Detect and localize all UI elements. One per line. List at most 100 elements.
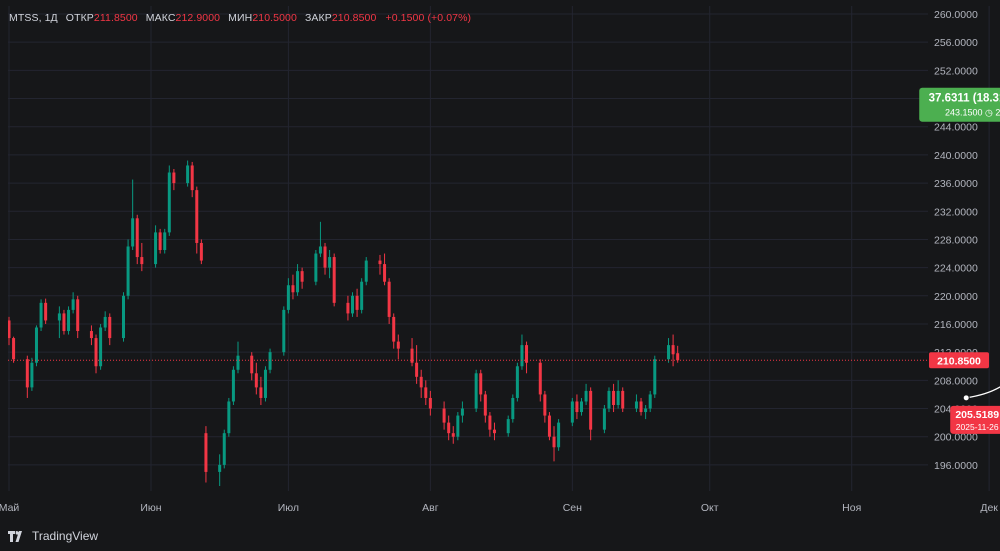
candle-body bbox=[387, 281, 391, 317]
candle-body bbox=[300, 271, 304, 282]
candle-body bbox=[259, 387, 263, 398]
candle-body bbox=[103, 316, 107, 328]
y-tick-label: 196.0000 bbox=[934, 460, 978, 472]
candle-body bbox=[34, 327, 38, 363]
candle-body bbox=[154, 232, 158, 265]
candle-body bbox=[667, 345, 671, 360]
y-tick-label: 224.0000 bbox=[934, 263, 978, 275]
y-tick-label: 208.0000 bbox=[934, 375, 978, 387]
candle-body bbox=[580, 401, 583, 413]
candle-body bbox=[538, 362, 542, 395]
candle-body bbox=[268, 352, 272, 370]
low-value: 210.5000 bbox=[252, 12, 297, 24]
candle-body bbox=[263, 369, 267, 398]
candle-body bbox=[547, 415, 551, 437]
candle-body bbox=[602, 408, 606, 430]
candles-group bbox=[8, 160, 680, 487]
candle-body bbox=[122, 295, 125, 339]
forecast-start-date: 2025-11-26 bbox=[956, 422, 999, 432]
candle-body bbox=[158, 232, 162, 251]
candle-body bbox=[360, 281, 364, 310]
y-tick-label: 260.0000 bbox=[934, 9, 978, 21]
forecast-end-callout bbox=[919, 87, 1000, 122]
candle-body bbox=[515, 366, 519, 398]
change-value: +0.1500 (+0.07%) bbox=[385, 12, 472, 24]
candle-body bbox=[648, 394, 652, 409]
candle-body bbox=[589, 390, 593, 430]
candle-body bbox=[314, 253, 318, 282]
candle-body bbox=[355, 295, 359, 310]
candle-body bbox=[94, 338, 98, 367]
candle-body bbox=[351, 295, 354, 314]
candle-body bbox=[282, 309, 286, 353]
candle-body bbox=[62, 313, 66, 332]
candle-body bbox=[525, 345, 529, 363]
x-tick-label: Сен bbox=[563, 502, 582, 514]
tradingview-branding[interactable]: TradingView bbox=[8, 527, 98, 545]
candle-body bbox=[44, 302, 48, 321]
candle-body bbox=[410, 348, 414, 363]
candle-body bbox=[346, 302, 350, 314]
candle-body bbox=[552, 436, 556, 448]
candle-body bbox=[456, 415, 460, 437]
candle-body bbox=[557, 422, 561, 448]
open-label: ОТКР bbox=[65, 12, 94, 24]
open-value: 211.8500 bbox=[93, 12, 138, 24]
candle-body bbox=[419, 376, 423, 388]
candle-body bbox=[424, 387, 428, 398]
candle-body bbox=[460, 408, 464, 416]
candle-body bbox=[250, 355, 254, 374]
candle-body bbox=[364, 260, 368, 282]
candle-body bbox=[163, 232, 167, 251]
candle-body bbox=[543, 394, 547, 416]
candle-body bbox=[236, 355, 240, 370]
y-tick-label: 240.0000 bbox=[934, 150, 978, 162]
last-price-label: 210.8500 bbox=[937, 355, 981, 367]
y-tick-label: 232.0000 bbox=[934, 206, 978, 218]
candle-body bbox=[172, 172, 176, 184]
candle-body bbox=[506, 419, 510, 434]
candle-body bbox=[286, 285, 290, 310]
candle-body bbox=[25, 359, 29, 388]
y-tick-label: 244.0000 bbox=[934, 122, 978, 134]
candle-body bbox=[621, 390, 625, 409]
candle-body bbox=[195, 190, 199, 243]
candle-body bbox=[383, 264, 387, 282]
candle-body bbox=[167, 172, 171, 233]
candle-body bbox=[30, 362, 34, 388]
candle-body bbox=[584, 390, 588, 402]
forecast-curve bbox=[966, 386, 1000, 399]
candle-body bbox=[135, 218, 139, 258]
candle-body bbox=[99, 327, 103, 367]
candle-body bbox=[140, 257, 144, 265]
candle-body bbox=[204, 433, 208, 472]
candle-body bbox=[108, 316, 112, 339]
candle-body bbox=[8, 320, 11, 339]
candle-body bbox=[12, 338, 16, 360]
y-tick-label: 256.0000 bbox=[934, 37, 978, 49]
high-value: 212.9000 bbox=[175, 12, 221, 24]
candle-body bbox=[607, 390, 611, 409]
candle-body bbox=[396, 341, 400, 349]
candle-body bbox=[126, 246, 130, 296]
forecast-start-price: 205.5189 bbox=[955, 409, 999, 421]
candle-body bbox=[190, 165, 194, 191]
candle-body bbox=[199, 242, 203, 261]
candle-body bbox=[492, 429, 496, 434]
close-label: ЗАКР bbox=[304, 12, 332, 24]
forecast-start-point bbox=[962, 394, 970, 402]
candle-body bbox=[428, 397, 432, 409]
candle-body bbox=[254, 373, 258, 388]
candle-body bbox=[483, 394, 487, 416]
candle-body bbox=[511, 397, 515, 420]
candle-body bbox=[318, 246, 322, 254]
candle-body bbox=[570, 401, 574, 423]
candle-body bbox=[186, 165, 190, 184]
candle-body bbox=[57, 313, 61, 321]
x-tick-label: Июн bbox=[140, 502, 161, 514]
symbol-title[interactable]: MTSS, 1Д bbox=[9, 12, 58, 24]
candle-body bbox=[231, 369, 235, 402]
